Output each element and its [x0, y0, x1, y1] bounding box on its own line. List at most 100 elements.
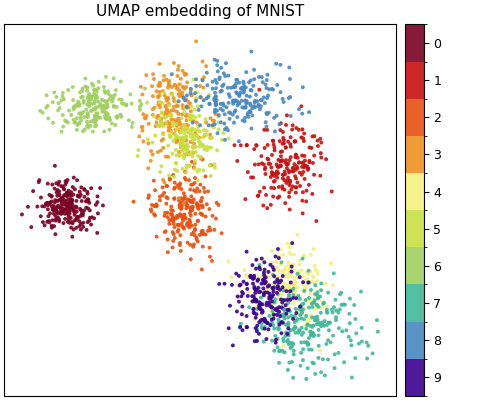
Point	[49, 206, 57, 212]
Point	[292, 324, 300, 331]
Point	[179, 213, 186, 219]
Point	[178, 223, 186, 230]
Point	[261, 259, 268, 266]
Point	[57, 204, 65, 210]
Point	[212, 77, 219, 83]
Point	[209, 118, 217, 124]
Point	[319, 319, 326, 326]
Point	[267, 184, 275, 191]
Point	[65, 200, 73, 206]
Point	[288, 270, 296, 276]
Point	[283, 338, 291, 345]
Point	[175, 197, 183, 204]
Point	[220, 70, 228, 76]
Point	[153, 203, 160, 210]
Point	[197, 198, 204, 204]
Point	[271, 306, 279, 312]
Point	[179, 135, 186, 142]
Point	[71, 105, 79, 111]
Point	[192, 96, 200, 102]
Point	[193, 119, 201, 126]
Point	[192, 132, 200, 138]
Point	[282, 302, 289, 308]
Point	[194, 103, 202, 110]
Point	[36, 108, 44, 114]
Point	[178, 220, 186, 227]
Point	[63, 206, 71, 212]
Point	[306, 317, 314, 324]
Point	[317, 150, 324, 156]
Point	[170, 104, 178, 110]
Point	[67, 189, 75, 195]
Point	[269, 193, 277, 200]
Point	[262, 269, 269, 275]
Point	[268, 304, 276, 311]
Point	[300, 304, 307, 311]
Point	[253, 286, 261, 293]
Point	[179, 139, 186, 145]
Point	[161, 92, 168, 98]
Point	[58, 208, 66, 215]
Point	[218, 87, 226, 94]
Point	[275, 279, 282, 286]
Point	[299, 110, 306, 117]
Point	[288, 186, 295, 193]
Point	[170, 130, 178, 137]
Point	[141, 85, 149, 92]
Point	[298, 310, 306, 316]
Point	[149, 93, 157, 99]
Point	[302, 297, 310, 303]
Point	[311, 263, 318, 269]
Point	[256, 288, 264, 295]
Point	[299, 159, 307, 166]
Point	[212, 85, 220, 92]
Point	[77, 226, 85, 233]
Point	[281, 168, 288, 175]
Point	[256, 266, 264, 272]
Point	[53, 189, 60, 196]
Point	[292, 152, 300, 158]
Point	[287, 154, 295, 160]
Point	[253, 278, 261, 284]
Point	[176, 204, 183, 210]
Point	[59, 200, 67, 206]
Point	[313, 302, 321, 308]
Point	[143, 100, 151, 106]
Point	[161, 210, 169, 216]
Point	[156, 194, 164, 200]
Point	[78, 88, 86, 94]
Point	[81, 186, 88, 192]
Point	[165, 82, 173, 88]
Point	[58, 195, 66, 202]
Point	[74, 122, 82, 128]
Point	[196, 141, 204, 147]
Point	[226, 94, 234, 100]
Point	[263, 300, 271, 306]
Point	[212, 102, 219, 108]
Point	[104, 111, 111, 118]
Point	[310, 322, 317, 329]
Point	[319, 301, 327, 307]
Point	[251, 284, 258, 290]
Point	[170, 196, 178, 202]
Point	[249, 112, 256, 119]
Point	[302, 286, 310, 292]
Point	[178, 111, 186, 118]
Point	[260, 285, 267, 292]
Point	[280, 137, 288, 143]
Point	[166, 217, 173, 223]
Point	[290, 326, 298, 332]
Point	[199, 77, 206, 84]
Point	[255, 74, 263, 80]
Point	[270, 348, 278, 354]
Point	[177, 144, 185, 150]
Point	[283, 283, 291, 289]
Point	[170, 220, 178, 227]
Point	[303, 270, 311, 276]
Point	[160, 190, 168, 196]
Point	[267, 295, 275, 301]
Point	[215, 202, 222, 208]
Point	[225, 72, 232, 79]
Point	[243, 274, 251, 280]
Point	[82, 75, 89, 82]
